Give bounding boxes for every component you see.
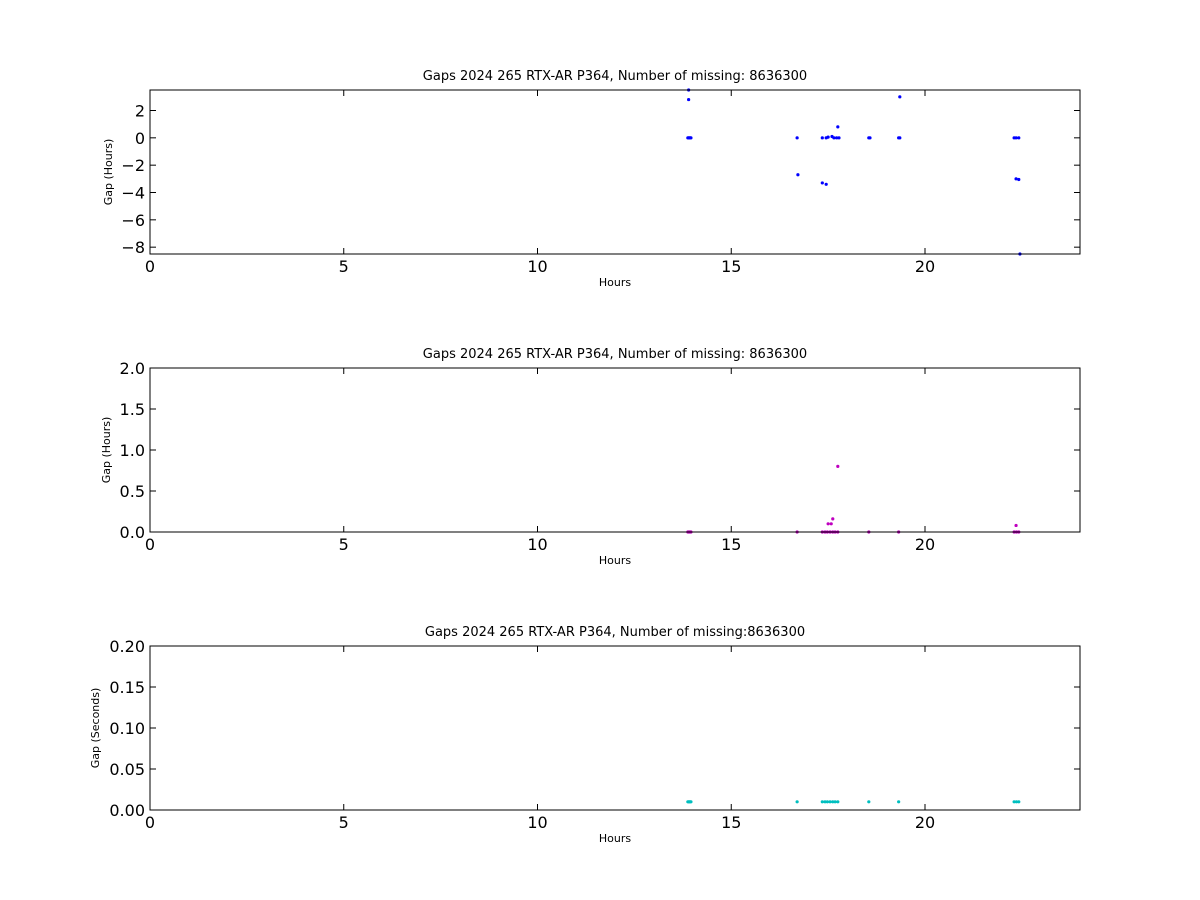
panel-3-data-point: [795, 800, 799, 804]
panel-3-ytick-label: 0.15: [109, 678, 145, 697]
panel-1-data-point: [689, 136, 693, 140]
panel-3-data-point: [828, 800, 832, 804]
panel-1-ytick-label: −6: [121, 211, 145, 230]
panel-1-xtick-label: 0: [145, 257, 155, 276]
panel-2-xtick-label: 0: [145, 535, 155, 554]
panel-1-xtick-label: 10: [527, 257, 547, 276]
panel-3-data-point: [831, 800, 835, 804]
panel-2-xtick-label: 10: [527, 535, 547, 554]
panel-1-data-point: [837, 136, 841, 140]
panel-2-data-point: [829, 522, 833, 526]
panel-1-data-point: [868, 136, 872, 140]
panel-1-data-point: [898, 95, 902, 99]
panel-3-xtick-label: 15: [721, 813, 741, 832]
panel-3-xtick-label: 20: [915, 813, 935, 832]
panel-3-xtick-label: 5: [339, 813, 349, 832]
panel-2-ylabel: Gap (Hours): [100, 417, 113, 484]
panel-2: Gaps 2024 265 RTX-AR P364, Number of mis…: [100, 347, 1081, 567]
panel-1-ytick-label: 2: [135, 102, 145, 121]
panel-1-data-point: [1017, 177, 1021, 182]
panel-3-xlabel: Hours: [599, 832, 631, 845]
panel-1-data-point: [836, 125, 840, 129]
panel-2-ytick-label: 0.5: [120, 482, 145, 501]
panel-2-data-point: [831, 517, 835, 521]
panel-1-data-point: [1014, 177, 1018, 181]
panel-2-xlabel: Hours: [599, 554, 631, 567]
panel-3-data-point: [1017, 800, 1021, 804]
panel-3-markers: [686, 800, 1021, 804]
panel-1-ytick-label: 0: [135, 129, 145, 148]
panel-2-ytick-label: 1.5: [120, 400, 145, 419]
panel-1-ytick-label: −4: [121, 184, 145, 203]
panel-3-xtick-label: 10: [527, 813, 547, 832]
panel-1-ylabel: Gap (Hours): [102, 139, 115, 206]
panel-1-data-point: [820, 181, 824, 185]
panel-3: Gaps 2024 265 RTX-AR P364, Number of mis…: [89, 625, 1081, 845]
panel-1-data-point: [687, 97, 691, 102]
panel-3-data-point: [820, 800, 824, 804]
panel-2-ytick-label: 0.0: [120, 523, 145, 542]
panel-2-ytick-label: 2.0: [120, 359, 145, 378]
panel-3-ytick-label: 0.10: [109, 719, 145, 738]
panel-3-data-point: [825, 800, 829, 804]
panel-3-data-point: [833, 800, 837, 804]
panel-1-data-point: [1017, 136, 1021, 140]
panel-1: Gaps 2024 265 RTX-AR P364, Number of mis…: [102, 69, 1081, 289]
panel-1-data-point: [795, 136, 799, 140]
panel-2-ytick-label: 1.0: [120, 441, 145, 460]
panel-3-data-point: [836, 800, 840, 804]
panel-1-data-point: [820, 136, 824, 140]
panel-3-ylabel: Gap (Seconds): [89, 688, 102, 769]
panel-3-ytick-label: 0.05: [109, 760, 145, 779]
panel-3-data-point: [823, 800, 827, 804]
panel-2-data-point: [1014, 523, 1018, 528]
panel-1-title: Gaps 2024 265 RTX-AR P364, Number of mis…: [423, 69, 807, 84]
panel-2-title: Gaps 2024 265 RTX-AR P364, Number of mis…: [423, 347, 807, 362]
panel-1-ytick-label: −2: [121, 156, 145, 175]
panel-1-data-point: [835, 136, 839, 140]
panel-1-xtick-label: 20: [915, 257, 935, 276]
panel-1-markers: [686, 88, 1022, 256]
panel-3-ytick-label: 0.20: [109, 637, 145, 656]
panel-1-data-point: [832, 136, 836, 140]
panel-1-ytick-label: −8: [121, 238, 145, 257]
panel-3-title: Gaps 2024 265 RTX-AR P364, Number of mis…: [425, 625, 805, 640]
panel-2-data-point: [826, 522, 830, 526]
panel-1-data-point: [1014, 136, 1018, 140]
panel-2-xtick-label: 15: [721, 535, 741, 554]
panel-2-frame: [149, 367, 1081, 533]
panel-1-data-point: [826, 135, 830, 139]
panel-2-xtick-label: 20: [915, 535, 935, 554]
panel-2-xtick-label: 5: [339, 535, 349, 554]
panel-3-ytick-label: 0.00: [109, 801, 145, 820]
panel-1-data-point: [898, 136, 902, 140]
panel-3-data-point: [1014, 800, 1019, 804]
panel-3-data-point: [897, 800, 901, 804]
panel-1-xtick-label: 5: [339, 257, 349, 276]
panel-1-xlabel: Hours: [599, 276, 631, 289]
panel-2-data-point: [836, 464, 840, 468]
panel-3-data-point: [689, 800, 693, 804]
panel-1-data-point: [824, 182, 828, 186]
panel-3-frame: [149, 645, 1081, 811]
panel-1-frame: [149, 89, 1081, 255]
panel-3-xtick-label: 0: [145, 813, 155, 832]
panel-1-data-point: [796, 173, 800, 177]
panel-3-data-point: [867, 800, 871, 804]
panel-3-axes: 0 5 10 15 20 0.20 0.15 0.10 0.05 0.00: [109, 637, 1080, 832]
panel-3-data-point: [1012, 800, 1016, 804]
panel-1-xtick-label: 15: [721, 257, 741, 276]
